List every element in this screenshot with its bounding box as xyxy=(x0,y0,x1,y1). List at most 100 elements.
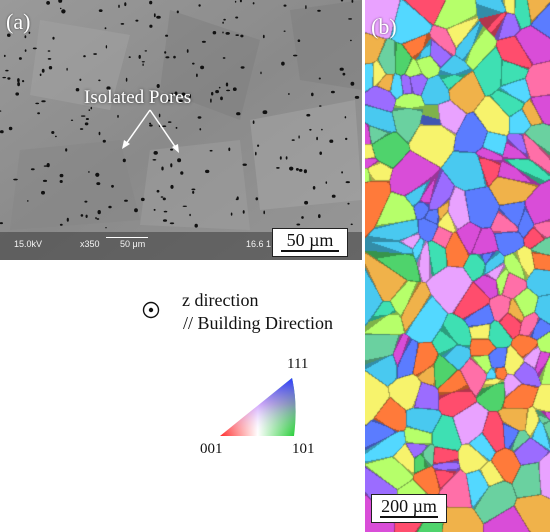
pore xyxy=(84,200,88,203)
pore xyxy=(242,210,245,214)
pore xyxy=(212,31,217,35)
pore xyxy=(0,130,4,134)
pore xyxy=(5,69,9,72)
pore xyxy=(180,171,184,175)
pore xyxy=(27,200,29,202)
pore xyxy=(341,171,343,174)
pore xyxy=(312,186,316,190)
pore xyxy=(124,2,127,7)
pore xyxy=(329,139,334,143)
pore xyxy=(354,95,360,99)
pore xyxy=(170,148,174,151)
pore xyxy=(162,219,168,222)
pore xyxy=(171,92,173,97)
scale-bar-b-label: 200 µm xyxy=(381,496,437,516)
pore xyxy=(298,168,303,172)
pore xyxy=(7,33,11,37)
pore xyxy=(340,0,344,2)
pore xyxy=(331,194,336,198)
pore xyxy=(316,136,318,141)
pore xyxy=(186,49,189,53)
pore xyxy=(59,173,64,178)
pore xyxy=(117,114,119,118)
pore xyxy=(47,58,52,60)
pore xyxy=(309,128,312,131)
pore xyxy=(211,91,214,96)
pore xyxy=(84,122,89,126)
pore xyxy=(285,156,288,160)
pore xyxy=(32,47,37,50)
scale-bar-a-label: 50 µm xyxy=(286,230,334,250)
pore xyxy=(52,36,55,40)
pore xyxy=(170,184,174,189)
pore xyxy=(156,15,161,19)
pore xyxy=(200,65,205,70)
pore xyxy=(225,82,229,87)
pore xyxy=(55,135,57,138)
direction-line-2: // Building Direction xyxy=(183,313,333,333)
pore xyxy=(35,102,40,105)
sem-scale-text: 50 μm xyxy=(120,239,146,249)
pore xyxy=(88,171,90,173)
pore xyxy=(304,200,309,205)
pore xyxy=(161,166,164,171)
pore xyxy=(79,78,82,82)
pore xyxy=(8,126,13,131)
pore xyxy=(173,55,176,59)
pore xyxy=(2,76,6,79)
pore xyxy=(48,66,53,70)
pore xyxy=(218,86,221,89)
pore xyxy=(17,82,20,87)
pore xyxy=(192,190,195,194)
pore xyxy=(141,61,145,63)
pore xyxy=(301,216,304,219)
pore xyxy=(342,72,346,76)
pore xyxy=(75,88,80,92)
pore xyxy=(209,149,213,152)
pore xyxy=(225,32,230,35)
pore xyxy=(83,55,86,58)
pore xyxy=(59,7,62,10)
pore xyxy=(192,62,195,65)
pore xyxy=(194,223,198,228)
pore xyxy=(140,197,145,202)
pore xyxy=(108,205,112,209)
pore xyxy=(22,80,25,83)
pore xyxy=(59,180,63,183)
pore xyxy=(42,179,48,182)
pore xyxy=(118,4,120,8)
pore xyxy=(262,34,265,39)
pore xyxy=(262,110,268,115)
pore xyxy=(317,9,321,12)
pore xyxy=(61,9,66,14)
pore xyxy=(298,135,300,139)
pore xyxy=(149,24,153,28)
pore xyxy=(88,109,91,111)
pore-arrow-left xyxy=(125,109,151,145)
pore xyxy=(165,56,170,59)
pore xyxy=(165,34,169,37)
scale-bar-a: 50 µm xyxy=(272,228,348,257)
pore xyxy=(276,167,280,169)
pore xyxy=(319,105,322,107)
pore xyxy=(182,205,187,207)
pore xyxy=(344,116,347,119)
pore xyxy=(176,10,179,14)
pore xyxy=(198,4,201,7)
pore xyxy=(350,81,355,86)
pore xyxy=(236,112,241,116)
sem-texture xyxy=(0,0,362,260)
pore xyxy=(153,13,156,18)
pore xyxy=(39,73,42,77)
pore xyxy=(293,54,298,57)
pore xyxy=(65,148,68,152)
pore xyxy=(96,218,100,220)
pore xyxy=(305,5,307,10)
pore xyxy=(98,79,101,82)
isolated-pores-annotation: Isolated Pores xyxy=(84,87,192,108)
pore xyxy=(226,89,231,92)
pore xyxy=(263,210,266,215)
scale-bar-a-line xyxy=(281,250,339,252)
pore xyxy=(283,4,287,7)
pore xyxy=(350,39,352,42)
